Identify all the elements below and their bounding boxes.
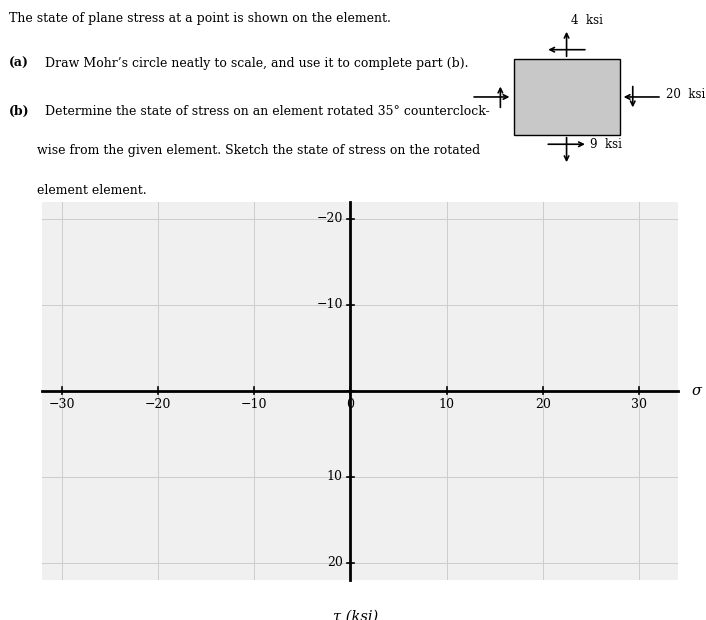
Text: 0: 0 [347,398,354,411]
Text: 20: 20 [327,556,342,569]
Text: (a): (a) [9,57,29,70]
Text: 20: 20 [535,398,551,411]
Text: −30: −30 [49,398,75,411]
Text: −10: −10 [316,298,342,311]
Text: −20: −20 [145,398,171,411]
Text: element element.: element element. [37,184,147,197]
Polygon shape [514,59,620,135]
Text: σ (ksi): σ (ksi) [692,384,706,397]
Text: (b): (b) [9,105,30,118]
Text: 30: 30 [631,398,647,411]
Text: 10: 10 [438,398,455,411]
Text: τ (ksi): τ (ksi) [333,610,378,620]
Text: 20  ksi: 20 ksi [666,87,705,100]
Text: The state of plane stress at a point is shown on the element.: The state of plane stress at a point is … [9,12,391,25]
Text: 10: 10 [327,470,342,483]
Text: wise from the given element. Sketch the state of stress on the rotated: wise from the given element. Sketch the … [37,144,481,157]
Text: 9  ksi: 9 ksi [590,138,622,151]
Text: −20: −20 [316,212,342,225]
Text: Determine the state of stress on an element rotated 35° counterclock-: Determine the state of stress on an elem… [37,105,490,118]
Text: 4  ksi: 4 ksi [570,14,602,27]
Text: −10: −10 [241,398,268,411]
Text: Draw Mohr’s circle neatly to scale, and use it to complete part (b).: Draw Mohr’s circle neatly to scale, and … [37,57,469,70]
